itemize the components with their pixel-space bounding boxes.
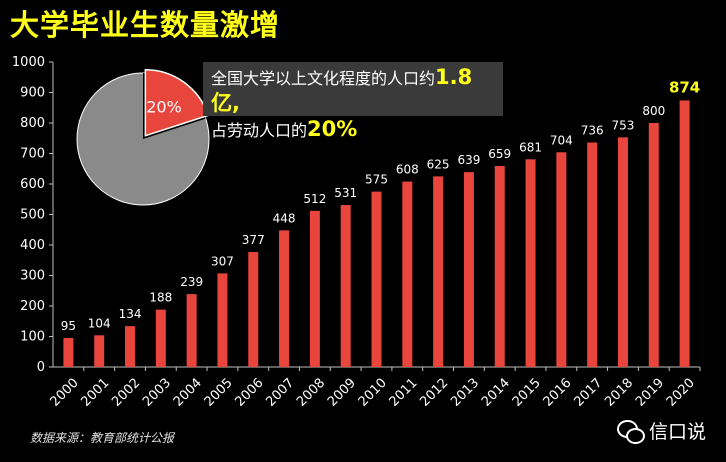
bar-value-label: 874 — [669, 78, 700, 96]
pie-chart: 20% — [76, 69, 210, 206]
bar-value-label: 531 — [334, 186, 357, 200]
watermark: 信口说 — [617, 417, 706, 444]
y-tick-label: 400 — [20, 238, 45, 253]
bar-value-label: 704 — [550, 133, 573, 147]
bar — [248, 252, 259, 367]
bar-value-label: 681 — [519, 140, 542, 154]
y-tick-label: 600 — [20, 177, 45, 192]
bar-value-label: 608 — [396, 163, 419, 177]
bar — [94, 335, 105, 367]
wechat-icon — [617, 419, 645, 444]
bar — [402, 181, 413, 367]
bar — [679, 100, 690, 368]
y-tick-label: 200 — [20, 299, 45, 314]
bar-value-label: 239 — [180, 275, 203, 289]
bar-value-label: 448 — [273, 211, 296, 225]
bar — [217, 273, 228, 367]
x-tick-label: 2012 — [417, 376, 451, 410]
bar — [340, 205, 351, 367]
y-tick-label: 800 — [20, 116, 45, 131]
data-source-note: 数据来源：教育部统计公报 — [30, 431, 175, 445]
x-tick-label: 2015 — [510, 376, 544, 410]
bar-value-label: 800 — [642, 104, 665, 118]
bar — [433, 176, 444, 367]
y-tick-label: 1000 — [12, 55, 45, 70]
bar — [494, 166, 505, 367]
callout-line-2-text: 占劳动人口的 — [211, 121, 308, 140]
bar-value-label: 753 — [612, 118, 635, 132]
callout-line-1: 全国大学以上文化程度的人口约1.8亿, — [211, 65, 495, 117]
watermark-text: 信口说 — [649, 421, 707, 443]
bar-value-label: 307 — [211, 254, 234, 268]
x-tick-label: 2008 — [294, 376, 328, 410]
bar-value-label: 377 — [242, 233, 265, 247]
bar — [125, 326, 136, 367]
bar — [309, 210, 320, 367]
x-tick-label: 2018 — [602, 376, 636, 410]
y-tick-label: 100 — [20, 330, 45, 345]
bar-value-label: 736 — [581, 124, 604, 138]
bar — [63, 338, 74, 367]
x-tick-label: 2006 — [233, 376, 267, 410]
y-tick-label: 500 — [20, 208, 45, 223]
bar-value-label: 659 — [488, 147, 511, 161]
x-tick-label: 2011 — [387, 376, 421, 410]
bar-value-label: 575 — [365, 173, 388, 187]
bar-value-label: 95 — [61, 319, 76, 333]
chart-title: 大学毕业生数量激增 — [10, 8, 281, 42]
x-tick-label: 2019 — [633, 376, 667, 410]
x-tick-label: 2000 — [48, 376, 82, 410]
x-tick-label: 2017 — [571, 376, 605, 410]
bar — [155, 309, 166, 367]
x-tick-label: 2003 — [140, 376, 174, 410]
callout-line-1-text: 全国大学以上文化程度的人口约 — [211, 69, 436, 88]
bar-series: 95 104 134 188 239 307 377 448 512 531 575 608 625 63… — [61, 78, 700, 368]
y-tick-label: 0 — [37, 360, 45, 375]
bar-value-label: 625 — [427, 157, 450, 171]
x-tick-label: 2005 — [202, 376, 236, 410]
callout-line-2: 占劳动人口的20% — [211, 117, 495, 143]
x-tick-label: 2016 — [541, 376, 575, 410]
bar — [371, 191, 382, 367]
bar — [279, 230, 290, 367]
callout-highlight-population: 1.8亿, — [211, 65, 473, 115]
bar-value-label: 104 — [88, 316, 111, 330]
x-tick-label: 2001 — [78, 376, 112, 410]
callout-highlight-percent: 20% — [307, 117, 358, 141]
x-tick-label: 2007 — [263, 376, 297, 410]
x-tick-label: 2004 — [171, 376, 205, 410]
pie-slice-label: 20% — [146, 97, 182, 116]
bar — [648, 123, 659, 367]
y-tick-label: 700 — [20, 147, 45, 162]
x-tick-label: 2014 — [479, 376, 513, 410]
y-tick-label: 900 — [20, 86, 45, 101]
x-tick-label: 2020 — [664, 376, 698, 410]
bar-value-label: 512 — [303, 192, 326, 206]
bar-value-label: 134 — [119, 307, 142, 321]
x-tick-label: 2009 — [325, 376, 359, 410]
bar — [186, 294, 197, 367]
y-tick-label: 300 — [20, 269, 45, 284]
bar — [587, 142, 598, 367]
bar — [525, 159, 536, 367]
x-tick-label: 2002 — [109, 376, 143, 410]
chart-axes: 0 100 200 300 400 500 600 700 800 900 1000 20002001… — [12, 55, 701, 410]
bar — [556, 152, 567, 367]
x-tick-label: 2013 — [448, 376, 482, 410]
callout-box: 全国大学以上文化程度的人口约1.8亿, 占劳动人口的20% — [203, 62, 503, 141]
x-tick-label: 2010 — [356, 376, 390, 410]
bar — [617, 137, 628, 367]
bar-value-label: 639 — [457, 153, 480, 167]
bar-value-label: 188 — [149, 291, 172, 305]
bar — [463, 172, 474, 367]
